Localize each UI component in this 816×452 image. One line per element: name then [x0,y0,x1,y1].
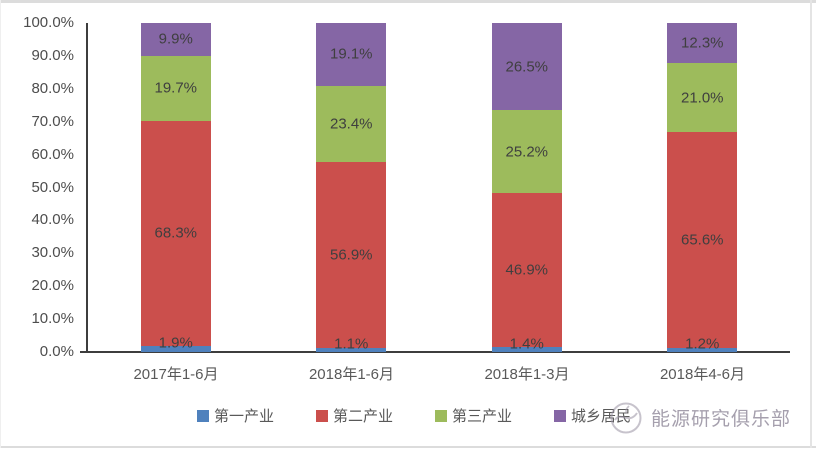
y-tick-label: 20.0% [31,277,74,295]
legend-item-第一产业: 第一产业 [197,405,274,426]
segment-value-label: 56.9% [329,246,373,264]
bar-2018年1-3月: 1.4% 46.9% 25.2% 26.5% [491,23,562,352]
segment-value-label: 19.1% [329,45,373,63]
segment-value-label: 9.9% [158,30,193,48]
plot-area: 1.9% 68.3% 19.7% 9.9% 1.1% 56.9% 23.4% 19.1% 1.4… [88,23,790,353]
top-border [0,0,816,3]
segment-第三产业: 19.7% [140,55,211,121]
legend-swatch [197,409,209,422]
segment-城乡居民: 26.5% [491,23,562,111]
y-tick-label: 60.0% [31,145,74,163]
bar-2018年1-6月: 1.1% 56.9% 23.4% 19.1% [316,23,387,353]
y-tick-label: 30.0% [31,244,74,262]
x-axis-label: 2018年1-6月 [308,366,395,383]
legend-swatch [435,409,448,422]
segment-第一产业: 1.9% [140,334,211,352]
x-axis-label: 2018年1-3月 [484,366,570,383]
segment-value-label: 23.4% [329,115,373,133]
y-tick-label: 40.0% [31,211,74,229]
legend-label: 第二产业 [333,408,394,425]
segment-第二产业: 68.3% [140,120,211,346]
watermark: 能源研究俱乐部 [607,398,791,436]
segment-value-label: 21.0% [680,89,724,107]
y-axis-line [86,23,88,353]
segment-第二产业: 46.9% [491,193,562,348]
segment-value-label: 1.1% [334,335,369,353]
legend-swatch [554,409,567,422]
segment-value-label: 1.2% [685,335,720,353]
bar-2017年1-6月: 1.9% 68.3% 19.7% 9.9% [140,23,211,352]
legend-item-城乡居民: 城乡居民 [554,405,631,426]
segment-value-label: 65.6% [680,231,724,249]
segment-第三产业: 21.0% [667,63,738,133]
segment-value-label: 1.4% [509,335,544,353]
segment-第一产业: 1.2% [667,336,738,353]
segment-城乡居民: 12.3% [667,23,738,64]
segment-第三产业: 25.2% [491,110,562,194]
segment-value-label: 12.3% [680,34,724,52]
y-tick-label: 100.0% [23,14,74,31]
segment-城乡居民: 19.1% [316,23,387,86]
segment-value-label: 26.5% [505,58,549,76]
segment-value-label: 1.9% [158,334,193,352]
y-tick-label: 80.0% [31,79,74,97]
watermark-text: 能源研究俱乐部 [651,408,792,430]
segment-value-label: 68.3% [154,224,198,242]
x-axis-line [80,351,790,353]
x-axis-label: 2018年4-6月 [659,366,746,383]
segment-第三产业: 23.4% [316,85,387,163]
segment-value-label: 25.2% [505,143,549,161]
legend-item-第二产业: 第二产业 [316,405,393,426]
bar-2018年4-6月: 1.2% 65.6% 21.0% 12.3% [667,23,738,353]
legend-label: 第三产业 [452,408,513,425]
segment-第一产业: 1.1% [316,336,387,353]
right-border [810,0,812,448]
y-tick-label: 50.0% [31,178,74,196]
legend-item-第三产业: 第三产业 [435,405,512,426]
y-tick-label: 0.0% [39,343,74,360]
legend-label: 城乡居民 [571,408,632,425]
x-axis-label: 2017年1-6月 [133,366,219,383]
y-tick-label: 10.0% [31,310,74,328]
legend-swatch [316,409,329,422]
segment-value-label: 19.7% [154,79,198,97]
legend: 第一产业 第二产业 第三产业 城乡居民 [197,405,631,426]
y-tick-label: 70.0% [31,112,74,130]
bottom-border [0,446,816,448]
segment-value-label: 46.9% [505,261,549,279]
y-tick-label: 90.0% [31,46,74,64]
segment-城乡居民: 9.9% [140,23,211,56]
segment-第二产业: 56.9% [316,162,387,349]
segment-第一产业: 1.4% [491,335,562,352]
segment-第二产业: 65.6% [667,132,738,349]
legend-label: 第一产业 [214,408,275,425]
left-border [0,0,1,448]
